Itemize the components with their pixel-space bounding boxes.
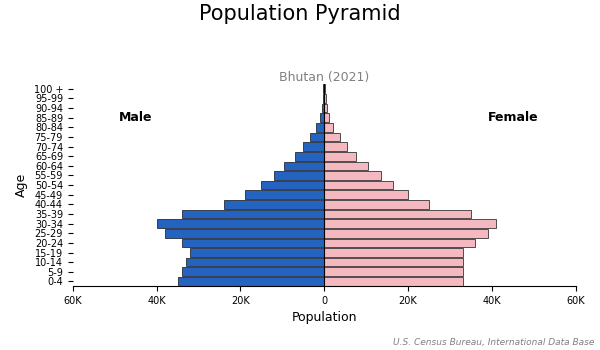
Bar: [186, 258, 324, 266]
Bar: [323, 94, 324, 103]
Bar: [324, 113, 329, 122]
Bar: [324, 229, 488, 238]
Bar: [324, 267, 463, 276]
Bar: [324, 94, 326, 103]
Text: Population Pyramid: Population Pyramid: [199, 4, 401, 23]
Bar: [324, 258, 463, 266]
Bar: [320, 113, 324, 122]
Bar: [190, 248, 324, 257]
Bar: [324, 219, 496, 228]
Bar: [295, 152, 324, 161]
Bar: [324, 239, 475, 247]
Bar: [284, 161, 324, 170]
Bar: [324, 210, 471, 218]
Bar: [324, 277, 463, 286]
Y-axis label: Age: Age: [15, 173, 28, 197]
Bar: [324, 123, 334, 132]
Bar: [324, 248, 463, 257]
Bar: [324, 190, 408, 199]
Bar: [303, 142, 324, 151]
Bar: [324, 200, 429, 209]
Bar: [324, 161, 368, 170]
X-axis label: Population: Population: [292, 312, 357, 324]
Bar: [165, 229, 324, 238]
Bar: [324, 142, 347, 151]
Bar: [245, 190, 324, 199]
Bar: [310, 133, 324, 141]
Bar: [324, 152, 356, 161]
Bar: [178, 277, 324, 286]
Text: Female: Female: [488, 111, 538, 124]
Bar: [322, 104, 324, 112]
Bar: [324, 181, 394, 189]
Bar: [182, 210, 324, 218]
Bar: [324, 171, 381, 180]
Bar: [316, 123, 324, 132]
Bar: [182, 239, 324, 247]
Title: Bhutan (2021): Bhutan (2021): [279, 71, 370, 84]
Text: U.S. Census Bureau, International Data Base: U.S. Census Bureau, International Data B…: [392, 337, 594, 346]
Bar: [323, 84, 324, 93]
Bar: [262, 181, 324, 189]
Bar: [274, 171, 324, 180]
Bar: [224, 200, 324, 209]
Bar: [157, 219, 324, 228]
Bar: [324, 84, 325, 93]
Text: Male: Male: [119, 111, 152, 124]
Bar: [182, 267, 324, 276]
Bar: [324, 104, 327, 112]
Bar: [324, 133, 340, 141]
